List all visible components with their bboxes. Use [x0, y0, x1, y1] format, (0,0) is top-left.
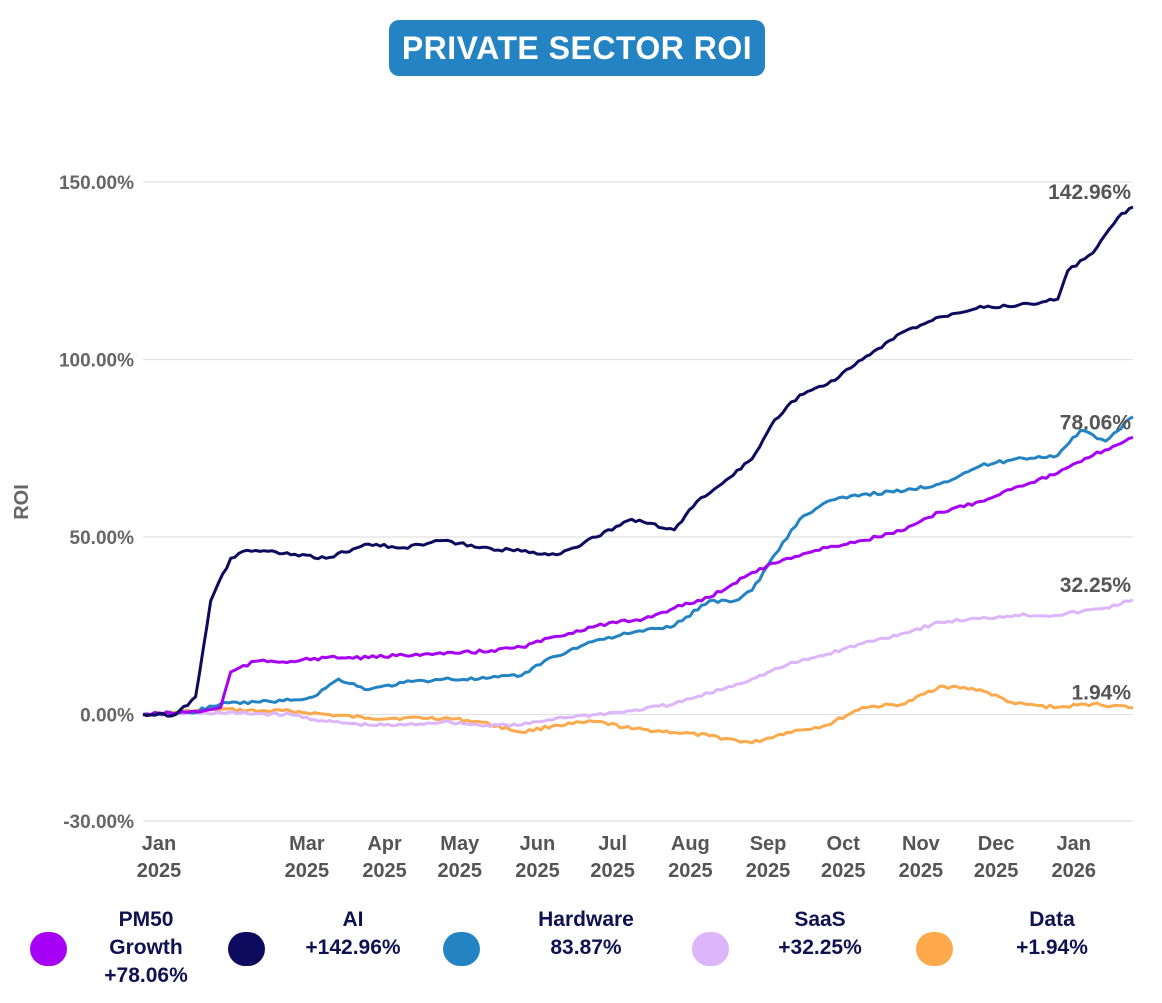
y-tick-label: 150.00% [59, 173, 134, 194]
legend-swatch-ai [228, 932, 265, 966]
series-line-pm50-growth [142, 435, 1134, 717]
series-line-hardware [142, 415, 1134, 717]
legend-label-hardware: Hardware 83.87% [538, 908, 634, 959]
y-tick-label: 0.00% [80, 706, 134, 727]
legend-swatch-hardware [443, 932, 480, 966]
x-tick-label: Jul 2025 [590, 833, 635, 882]
end-label-saas: 32.25% [1060, 574, 1132, 597]
gridlines [143, 181, 1133, 822]
x-tick-label: Sep 2025 [746, 833, 791, 882]
end-value-labels: 142.96% 78.06% 32.25% 1.94% [1048, 181, 1131, 705]
series-lines [142, 205, 1134, 745]
end-label-ai: 142.96% [1048, 181, 1131, 204]
y-axis-label: ROI [11, 484, 33, 520]
y-tick-label: 50.00% [70, 528, 135, 549]
x-tick-label: Aug 2025 [668, 833, 713, 882]
series-line-data [142, 684, 1134, 745]
x-tick-label: Mar 2025 [285, 833, 330, 882]
legend-swatch-saas [692, 932, 729, 966]
y-axis-ticks: -30.00% 0.00% 50.00% 100.00% 150.00% [59, 173, 134, 833]
legend-label-pm50-growth: PM50 Growth +78.06% [104, 908, 188, 987]
legend: PM50 Growth +78.06% AI +142.96% Hardware… [0, 900, 1162, 1000]
x-axis-ticks: Jan 2025 Mar 2025 Apr 2025 May 2025 Jun 2025 Jul 20… [137, 833, 1096, 882]
series-line-ai [142, 205, 1134, 718]
chart-title: PRIVATE SECTOR ROI [389, 20, 765, 76]
x-tick-label: Dec 2025 [974, 833, 1019, 882]
legend-label-data: Data +1.94% [1016, 908, 1088, 959]
x-tick-label: Oct 2025 [821, 833, 866, 882]
x-tick-label: Apr 2025 [362, 833, 407, 882]
end-label-pm50-growth: 78.06% [1060, 411, 1132, 434]
legend-label-ai: AI +142.96% [305, 908, 401, 959]
y-tick-label: 100.00% [59, 351, 134, 372]
x-tick-label: Jan 2026 [1052, 833, 1097, 882]
y-tick-label: -30.00% [63, 812, 134, 833]
legend-swatch-pm50-growth [30, 932, 67, 966]
x-tick-label: Nov 2025 [899, 833, 944, 882]
legend-swatch-data [916, 932, 953, 966]
end-label-data: 1.94% [1071, 682, 1131, 705]
x-tick-label: Jun 2025 [515, 833, 560, 882]
legend-label-saas: SaaS +32.25% [778, 908, 862, 959]
series-line-saas [142, 598, 1134, 729]
x-tick-label: May 2025 [438, 833, 483, 882]
line-chart: -30.00% 0.00% 50.00% 100.00% 150.00% Jan 2025… [11, 173, 1134, 882]
x-tick-label: Jan 2025 [137, 833, 182, 882]
